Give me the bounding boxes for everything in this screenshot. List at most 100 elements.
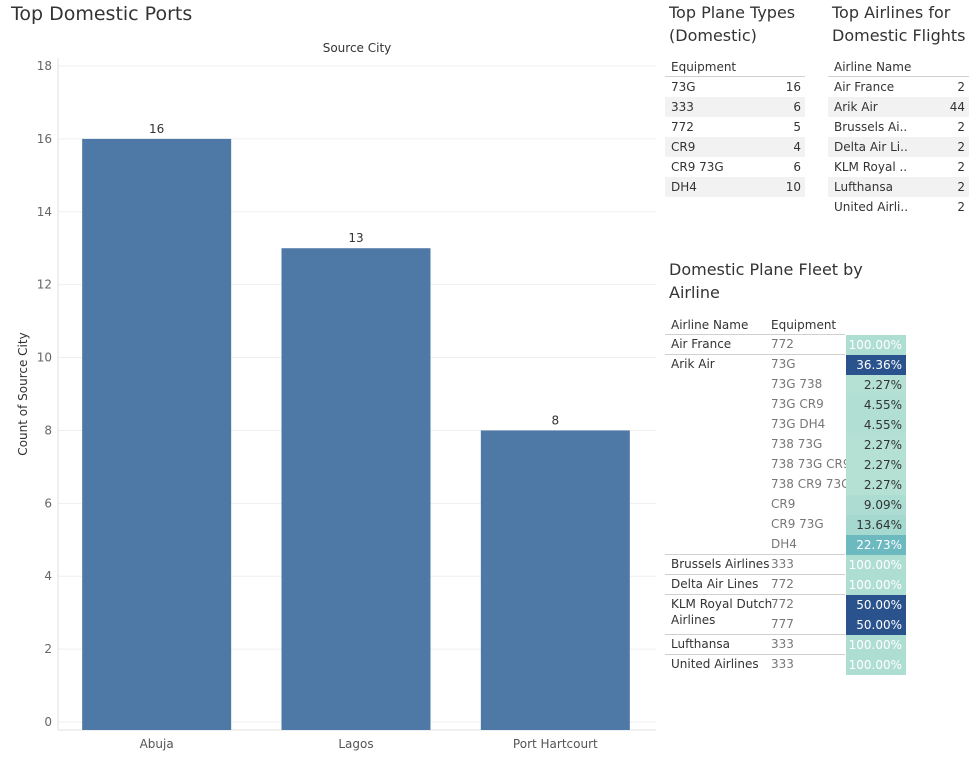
airlines-title: Top Airlines for Domestic Flights — [832, 1, 965, 47]
y-tick-label: 4 — [44, 569, 52, 583]
pct-cell: 100.00% — [846, 575, 906, 595]
y-tick-label: 2 — [44, 642, 52, 656]
table-row: DH4 10 — [665, 177, 805, 197]
airlines-title-line-1: Top Airlines for — [832, 1, 965, 24]
row-value: 10 — [786, 177, 801, 197]
plane-types-title: Top Plane Types (Domestic) — [669, 1, 795, 47]
table-row: KLM Royal .. 2 — [828, 157, 969, 177]
row-value: 4 — [793, 137, 801, 157]
table-row: Lufthansa 2 — [828, 177, 969, 197]
airline-label: Air France — [671, 337, 731, 351]
table-row: Arik Air 44 — [828, 97, 969, 117]
pct-cell: 100.00% — [846, 555, 906, 575]
airlines-title-line-2: Domestic Flights — [832, 24, 965, 47]
equipment-label: CR9 73G — [771, 517, 824, 531]
group-divider — [665, 634, 845, 635]
x-tick-label: Port Hartcourt — [513, 737, 598, 751]
airline-label: Delta Air Lines — [671, 577, 758, 591]
equipment-label: DH4 — [771, 537, 797, 551]
row-value: 2 — [957, 77, 965, 97]
group-divider — [665, 654, 845, 655]
row-value: 2 — [957, 137, 965, 157]
equipment-label: 73G CR9 — [771, 397, 824, 411]
table-row: Brussels Ai.. 2 — [828, 117, 969, 137]
airline-label: Brussels Airlines — [671, 557, 769, 571]
airline-label: KLM Royal Dutch — [671, 597, 772, 611]
pct-cell: 50.00% — [846, 615, 906, 635]
equipment-label: 738 73G — [771, 437, 822, 451]
row-label: KLM Royal .. — [834, 157, 907, 177]
row-value: 44 — [950, 97, 965, 117]
equipment-label: 772 — [771, 577, 794, 591]
y-tick-label: 18 — [37, 59, 52, 73]
row-label: 772 — [671, 117, 694, 137]
airlines-header: Airline Name — [834, 60, 911, 74]
airline-label: United Airlines — [671, 657, 759, 671]
y-axis-label: Count of Source City — [16, 332, 30, 455]
equipment-label: 73G 738 — [771, 377, 822, 391]
fleet-header-airline: Airline Name — [671, 318, 748, 332]
plane-types-title-line-1: Top Plane Types — [669, 1, 795, 24]
equipment-label: 738 73G CR9 — [771, 457, 850, 471]
fleet-title-line-1: Domestic Plane Fleet by — [669, 258, 863, 281]
row-value: 16 — [786, 77, 801, 97]
table-row: CR9 4 — [665, 137, 805, 157]
row-value: 5 — [793, 117, 801, 137]
row-value: 6 — [793, 97, 801, 117]
equipment-label: CR9 — [771, 497, 795, 511]
table-row: CR9 73G 6 — [665, 157, 805, 177]
table-row: United Airli.. 2 — [828, 197, 969, 217]
row-label: DH4 — [671, 177, 697, 197]
airline-label: Airlines — [671, 613, 715, 627]
row-label: Delta Air Li.. — [834, 137, 908, 157]
table-row: Delta Air Li.. 2 — [828, 137, 969, 157]
equipment-label: 777 — [771, 617, 794, 631]
pct-cell: 100.00% — [846, 635, 906, 655]
row-label: United Airli.. — [834, 197, 908, 217]
bar-port-hartcourt — [481, 430, 630, 730]
y-tick-label: 6 — [44, 496, 52, 510]
pct-cell: 2.27% — [846, 455, 906, 475]
airline-label: Lufthansa — [671, 637, 730, 651]
row-value: 2 — [957, 117, 965, 137]
pct-cell: 9.09% — [846, 495, 906, 515]
group-divider — [665, 354, 845, 355]
fleet-title: Domestic Plane Fleet by Airline — [669, 258, 863, 304]
equipment-label: 73G — [771, 357, 796, 371]
equipment-label: 772 — [771, 337, 794, 351]
row-label: Brussels Ai.. — [834, 117, 907, 137]
y-tick-label: 14 — [37, 205, 52, 219]
fleet-title-line-2: Airline — [669, 281, 863, 304]
pct-cell: 100.00% — [846, 335, 906, 355]
pct-cell: 2.27% — [846, 375, 906, 395]
row-value: 6 — [793, 157, 801, 177]
y-tick-label: 0 — [44, 715, 52, 729]
equipment-label: 738 CR9 73G — [771, 477, 850, 491]
row-label: 73G — [671, 77, 696, 97]
pct-cell: 36.36% — [846, 355, 906, 375]
table-row: 73G 16 — [665, 77, 805, 97]
table-row: 772 5 — [665, 117, 805, 137]
pct-cell: 50.00% — [846, 595, 906, 615]
pct-cell: 4.55% — [846, 395, 906, 415]
equipment-label: 333 — [771, 657, 794, 671]
pct-cell: 13.64% — [846, 515, 906, 535]
row-label: Lufthansa — [834, 177, 893, 197]
header-divider — [665, 334, 845, 335]
airline-label: Arik Air — [671, 357, 715, 371]
row-label: Arik Air — [834, 97, 878, 117]
plane-types-title-line-2: (Domestic) — [669, 24, 795, 47]
column-header: Source City — [323, 41, 392, 55]
table-row: Air France 2 — [828, 77, 969, 97]
y-tick-label: 16 — [37, 132, 52, 146]
table-row: 333 6 — [665, 97, 805, 117]
row-value: 2 — [957, 157, 965, 177]
fleet-header-equipment: Equipment — [771, 318, 836, 332]
equipment-label: 73G DH4 — [771, 417, 825, 431]
equipment-label: 333 — [771, 557, 794, 571]
pct-cell: 22.73% — [846, 535, 906, 555]
equipment-label: 772 — [771, 597, 794, 611]
bar-abuja — [82, 139, 231, 730]
bar-value-label: 16 — [149, 122, 164, 136]
bar-chart: Source City 0 2 4 6 8 10 12 14 16 18 Count of Sourc… — [0, 0, 660, 761]
